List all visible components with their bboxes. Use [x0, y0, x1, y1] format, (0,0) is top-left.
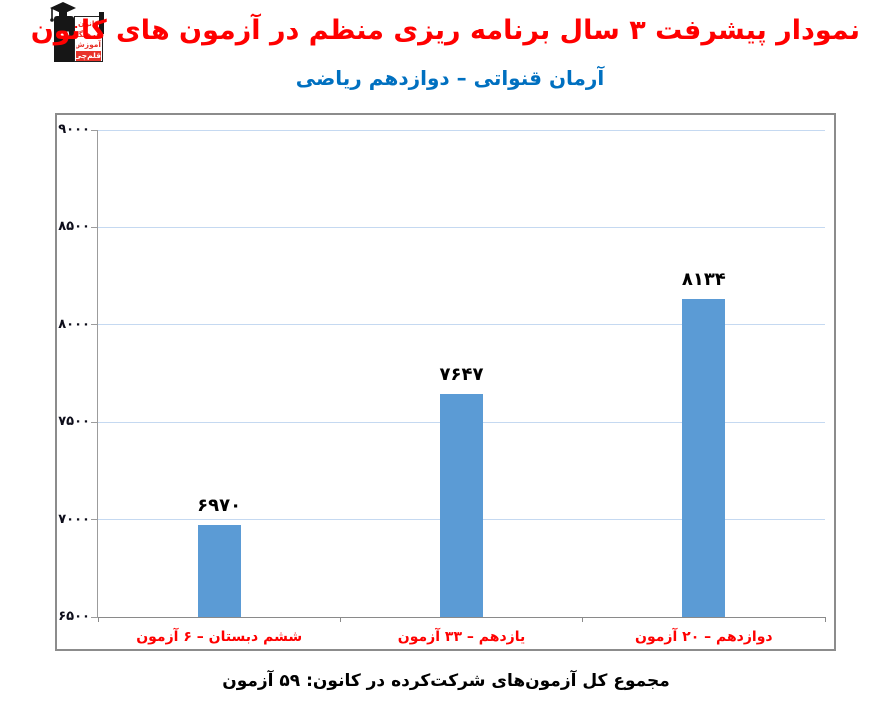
- y-tick-label: ۸۵۰۰: [58, 219, 90, 235]
- x-tick-mark: [97, 617, 99, 622]
- logo-sign-line: فرهنگی: [76, 29, 101, 39]
- gridline: [98, 129, 825, 131]
- total-tests-caption: مجموع کل آزمون‌های شرکت‌کرده در کانون: ۵…: [222, 671, 670, 691]
- gridline: [98, 226, 825, 228]
- y-tick-label: ۷۵۰۰: [58, 414, 90, 430]
- y-tick-mark: [91, 519, 98, 521]
- y-tick-mark: [91, 226, 98, 228]
- x-category-label: دوازدهم – ۲۰ آزمون: [635, 629, 773, 645]
- bar: [197, 525, 241, 617]
- bar-value-label: ۷۶۴۷: [439, 363, 484, 385]
- gridline: [98, 324, 825, 326]
- y-tick-mark: [91, 129, 98, 131]
- logo-sign: کانون فرهنگی آموزش قلم‌چی: [74, 12, 104, 62]
- logo-sign-line: کانون: [77, 19, 100, 28]
- y-tick-mark: [91, 616, 98, 618]
- bar-value-label: ۸۱۳۴: [681, 268, 726, 290]
- y-tick-label: ۸۰۰۰: [58, 316, 90, 332]
- y-tick-label: ۹۰۰۰: [58, 122, 90, 137]
- x-category-label: یازدهم – ۳۳ آزمون: [397, 629, 526, 645]
- chart-title: نمودار پیشرفت ۳ سال برنامه ریزی منظم در …: [30, 15, 860, 46]
- x-tick-mark: [582, 617, 584, 622]
- x-category-label: ششم دبستان – ۶ آزمون: [136, 629, 303, 645]
- x-tick-mark: [824, 617, 826, 622]
- bar: [440, 393, 483, 617]
- graduate-figure-icon: [50, 2, 76, 62]
- bar-value-label: ۶۹۷۰: [197, 495, 242, 517]
- y-tick-mark: [91, 324, 98, 326]
- logo-sign-line: آموزش: [76, 40, 101, 50]
- logo-sign-line-last: قلم‌چی: [76, 50, 101, 61]
- bar: [682, 298, 726, 617]
- y-tick-mark: [91, 421, 98, 423]
- logo-pen-icon: [99, 12, 104, 34]
- chart-subtitle: آرمان قنواتی – دوازدهم ریاضی: [295, 66, 605, 90]
- kanoon-ghalamchi-logo: کانون فرهنگی آموزش قلم‌چی: [48, 2, 106, 64]
- plot-area: ۶۵۰۰ ۷۰۰۰ ۷۵۰۰ ۸۰۰۰ ۸۵۰۰ ۹۰۰۰ ۶۹۷۰ ششم دبستان –…: [58, 122, 826, 645]
- y-tick-label: ۶۵۰۰: [58, 609, 90, 624]
- x-tick-mark: [339, 617, 341, 622]
- y-tick-label: ۷۰۰۰: [58, 511, 90, 527]
